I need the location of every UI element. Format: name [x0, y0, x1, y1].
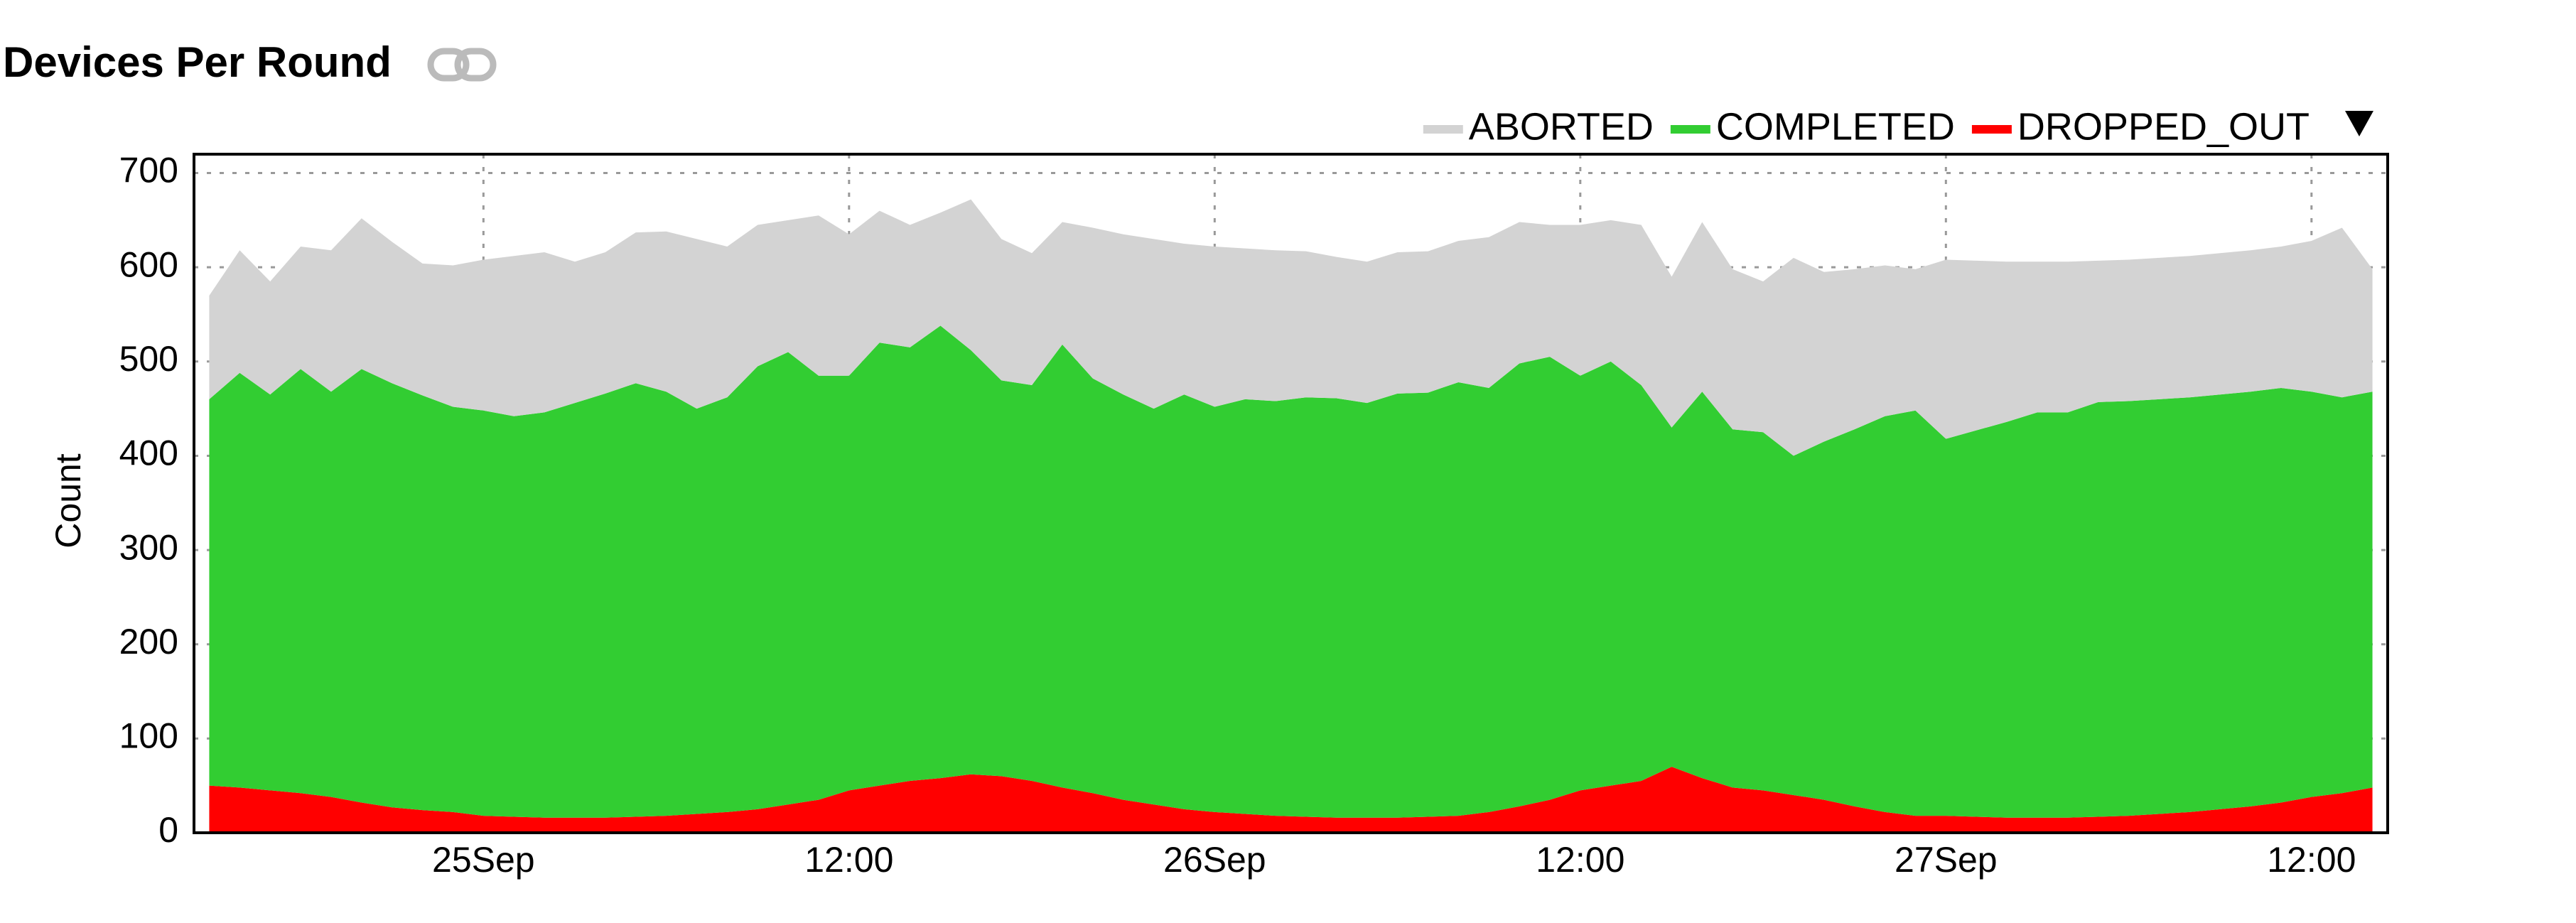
legend-swatch: [1971, 125, 2012, 134]
y-tick-label: 100: [119, 716, 178, 756]
legend-label: DROPPED_OUT: [2017, 105, 2310, 148]
area: [209, 199, 2373, 456]
legend-swatch: [1423, 125, 1463, 134]
y-tick-label: 600: [119, 244, 178, 284]
link-icon[interactable]: [427, 48, 497, 82]
y-tick-label: 0: [158, 810, 178, 850]
x-tick-label: 12:00: [2267, 840, 2356, 880]
y-axis-label: Count: [48, 453, 88, 549]
y-tick-label: 500: [119, 339, 178, 379]
plot-frame: [193, 153, 2389, 834]
y-tick-label: 700: [119, 151, 178, 190]
legend-label: COMPLETED: [1716, 105, 1955, 148]
area: [209, 767, 2373, 833]
x-tick-label: 12:00: [1536, 840, 1624, 880]
x-tick-label: 27Sep: [1895, 840, 1998, 880]
legend-label: ABORTED: [1469, 105, 1654, 148]
y-tick-label: 400: [119, 433, 178, 473]
x-tick-label: 25Sep: [432, 840, 535, 880]
x-tick-label: 12:00: [804, 840, 893, 880]
chart-title: Devices Per Round: [3, 38, 392, 86]
legend-swatch: [1670, 125, 1710, 134]
y-tick-label: 300: [119, 527, 178, 567]
legend-toggle[interactable]: [2345, 111, 2373, 136]
x-tick-label: 26Sep: [1163, 840, 1266, 880]
area: [209, 325, 2373, 818]
y-tick-label: 200: [119, 622, 178, 662]
